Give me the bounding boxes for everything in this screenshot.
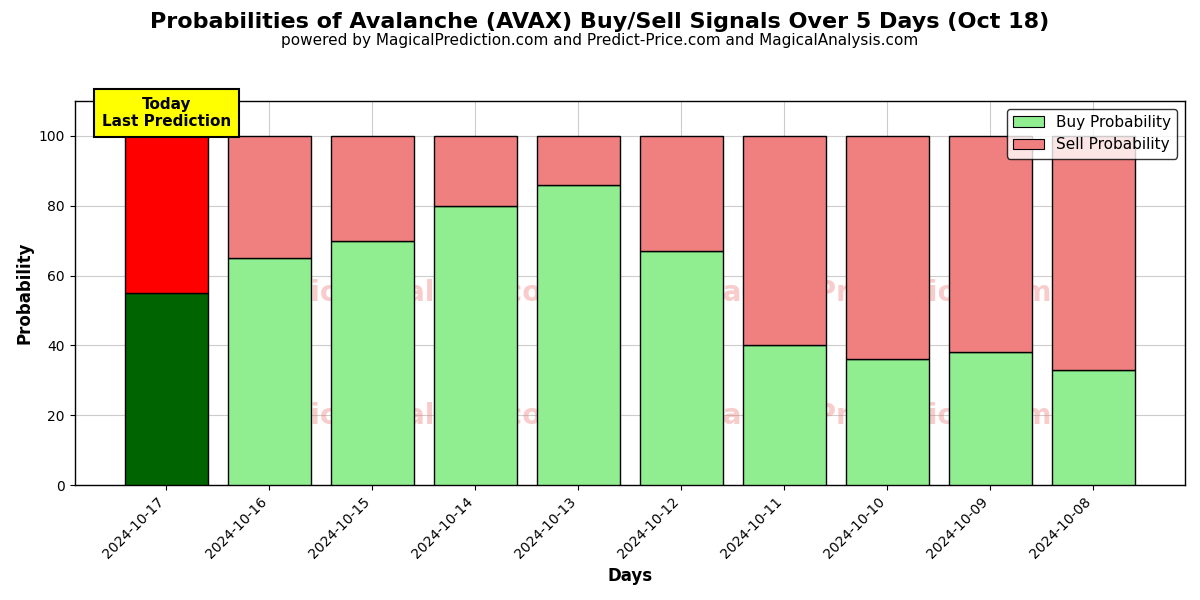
Bar [846,359,929,485]
Bar [538,185,619,485]
Bar [434,206,516,485]
Text: MagicalAnalysis.com: MagicalAnalysis.com [245,279,571,307]
Legend: Buy Probability, Sell Probability: Buy Probability, Sell Probability [1007,109,1177,158]
Bar [949,352,1032,485]
Bar [640,136,722,251]
Bar [125,293,208,485]
Bar [125,136,208,293]
Y-axis label: Probability: Probability [16,242,34,344]
Bar [1052,370,1134,485]
Bar [743,346,826,485]
Bar [331,136,414,241]
Bar [228,258,311,485]
Bar [538,136,619,185]
Text: MagicalAnalysis.com: MagicalAnalysis.com [245,402,571,430]
Text: Today
Last Prediction: Today Last Prediction [102,97,230,129]
Bar [846,136,929,359]
Text: Probabilities of Avalanche (AVAX) Buy/Sell Signals Over 5 Days (Oct 18): Probabilities of Avalanche (AVAX) Buy/Se… [150,12,1050,32]
X-axis label: Days: Days [607,567,653,585]
Text: powered by MagicalPrediction.com and Predict-Price.com and MagicalAnalysis.com: powered by MagicalPrediction.com and Pre… [281,33,919,48]
Bar [228,136,311,258]
Bar [434,136,516,206]
Bar [949,136,1032,352]
Text: MagicalPrediction.com: MagicalPrediction.com [696,402,1052,430]
Bar [1052,136,1134,370]
Bar [331,241,414,485]
Bar [640,251,722,485]
Text: MagicalPrediction.com: MagicalPrediction.com [696,279,1052,307]
Bar [743,136,826,346]
